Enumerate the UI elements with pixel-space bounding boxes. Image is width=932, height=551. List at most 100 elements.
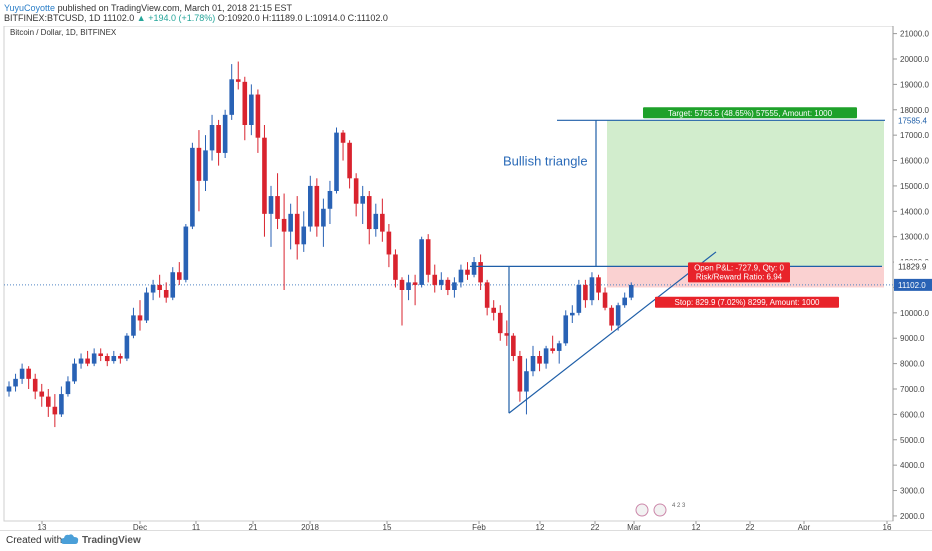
- candle-body[interactable]: [144, 292, 149, 321]
- candle-body[interactable]: [491, 307, 496, 313]
- candle-body[interactable]: [6, 386, 12, 392]
- candle-body[interactable]: [353, 178, 359, 204]
- candle-body[interactable]: [183, 226, 189, 280]
- candle-body[interactable]: [314, 185, 320, 227]
- candle-body[interactable]: [78, 358, 84, 364]
- candle-body[interactable]: [32, 378, 38, 392]
- candle-body[interactable]: [334, 132, 339, 191]
- candle-body[interactable]: [609, 307, 614, 326]
- candle-body[interactable]: [628, 284, 634, 298]
- candle-body[interactable]: [104, 356, 110, 362]
- candle-body[interactable]: [327, 191, 333, 209]
- candle-body[interactable]: [412, 282, 418, 285]
- event-flag-icon[interactable]: [653, 503, 667, 517]
- candle-body[interactable]: [190, 147, 195, 227]
- candle-body[interactable]: [347, 142, 352, 179]
- candle-body[interactable]: [393, 254, 398, 280]
- candle-body[interactable]: [65, 381, 71, 395]
- candle-body[interactable]: [150, 284, 156, 293]
- candle-body[interactable]: [170, 272, 176, 298]
- triangle-support-line[interactable]: [508, 251, 717, 414]
- candle-body[interactable]: [163, 290, 169, 298]
- candle-body[interactable]: [255, 94, 261, 138]
- candle-body[interactable]: [39, 391, 45, 397]
- candle-body[interactable]: [543, 348, 549, 364]
- candle-body[interactable]: [419, 239, 424, 285]
- candle-body[interactable]: [26, 368, 31, 379]
- candle-body[interactable]: [46, 396, 51, 407]
- candle-body[interactable]: [288, 213, 293, 232]
- price-chart[interactable]: 21000.0 20000.0 19000.0 18000.0 17000.0 16000…: [0, 26, 932, 530]
- candle-body[interactable]: [235, 79, 241, 82]
- candle-body[interactable]: [98, 353, 103, 356]
- candle-body[interactable]: [524, 371, 529, 392]
- candle-body[interactable]: [497, 312, 503, 334]
- candle-body[interactable]: [157, 284, 162, 290]
- event-flag-icon[interactable]: [635, 503, 649, 517]
- candle-body[interactable]: [111, 356, 117, 362]
- candle-body[interactable]: [550, 348, 555, 351]
- target-zone[interactable]: [607, 120, 884, 267]
- candle-body[interactable]: [563, 315, 569, 344]
- candle-body[interactable]: [209, 125, 215, 151]
- candle-body[interactable]: [222, 114, 228, 153]
- candle-body[interactable]: [452, 282, 457, 290]
- candle-body[interactable]: [615, 305, 621, 326]
- candle-body[interactable]: [570, 312, 575, 316]
- candle-body[interactable]: [196, 147, 202, 181]
- candle-body[interactable]: [177, 272, 182, 280]
- candle-body[interactable]: [556, 343, 562, 351]
- candle-body[interactable]: [386, 231, 392, 255]
- candle-body[interactable]: [340, 132, 346, 143]
- candle-body[interactable]: [445, 279, 451, 290]
- candle-body[interactable]: [52, 406, 58, 415]
- candle-body[interactable]: [229, 79, 234, 115]
- candle-body[interactable]: [124, 335, 130, 359]
- candle-body[interactable]: [504, 333, 510, 336]
- candle-body[interactable]: [203, 150, 208, 181]
- candle-body[interactable]: [242, 81, 248, 125]
- candle-body[interactable]: [406, 282, 411, 290]
- candle-body[interactable]: [432, 274, 438, 285]
- candle-body[interactable]: [301, 226, 307, 245]
- candle-body[interactable]: [537, 356, 542, 364]
- candle-body[interactable]: [13, 378, 18, 387]
- candle-body[interactable]: [576, 284, 582, 313]
- candle-body[interactable]: [458, 269, 464, 283]
- candle-body[interactable]: [308, 185, 313, 227]
- candle-body[interactable]: [321, 208, 326, 227]
- candle-body[interactable]: [294, 213, 300, 245]
- candle-body[interactable]: [360, 196, 365, 204]
- candle-body[interactable]: [85, 358, 90, 364]
- candle-body[interactable]: [517, 356, 523, 392]
- candle-body[interactable]: [589, 277, 595, 301]
- candle-body[interactable]: [380, 213, 385, 232]
- candle-body[interactable]: [596, 277, 601, 293]
- candle-body[interactable]: [484, 282, 490, 308]
- candle-body[interactable]: [59, 394, 64, 415]
- candle-body[interactable]: [399, 279, 405, 290]
- candle-body[interactable]: [373, 213, 379, 230]
- candle-body[interactable]: [72, 363, 77, 382]
- candle-body[interactable]: [137, 315, 143, 321]
- candle-body[interactable]: [471, 262, 477, 275]
- candle-body[interactable]: [530, 356, 536, 372]
- candle-body[interactable]: [583, 284, 588, 301]
- tradingview-cloud-icon[interactable]: [60, 533, 80, 547]
- candle-body[interactable]: [439, 279, 444, 285]
- candle-body[interactable]: [478, 262, 483, 283]
- candle-body[interactable]: [131, 315, 136, 336]
- candle-body[interactable]: [622, 297, 627, 306]
- candle-body[interactable]: [275, 196, 280, 219]
- candle-body[interactable]: [216, 125, 221, 153]
- candle-body[interactable]: [281, 218, 287, 232]
- candle-body[interactable]: [118, 356, 123, 359]
- candle-body[interactable]: [602, 292, 608, 308]
- candle-body[interactable]: [366, 196, 372, 230]
- candle-body[interactable]: [262, 137, 267, 214]
- candle-body[interactable]: [425, 239, 431, 275]
- author-link[interactable]: YuyuCoyotte: [4, 3, 56, 13]
- candle-body[interactable]: [511, 335, 516, 356]
- tradingview-brand[interactable]: TradingView: [82, 535, 141, 546]
- candle-body[interactable]: [268, 196, 274, 214]
